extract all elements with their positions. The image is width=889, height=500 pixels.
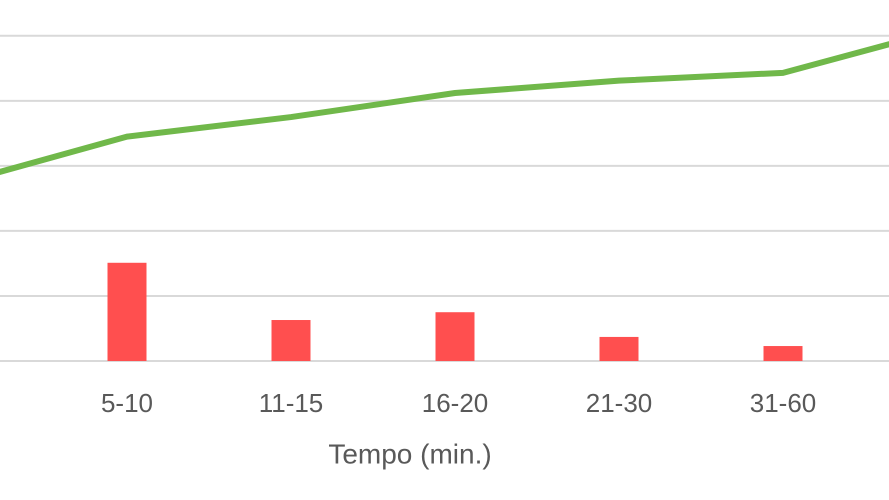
- x-tick-label: 11-15: [259, 388, 324, 418]
- bar: [107, 262, 147, 361]
- x-tick-label: 21-30: [586, 388, 653, 418]
- x-tick-label: 16-20: [422, 388, 489, 418]
- bar: [271, 320, 311, 361]
- x-axis-title: Tempo (min.): [328, 438, 491, 469]
- line: [0, 41, 889, 175]
- bar: [599, 336, 639, 361]
- x-tick-label: 31-60: [750, 388, 817, 418]
- bar: [435, 312, 475, 361]
- bar: [763, 346, 803, 361]
- x-tick-label: 5-10: [101, 388, 153, 418]
